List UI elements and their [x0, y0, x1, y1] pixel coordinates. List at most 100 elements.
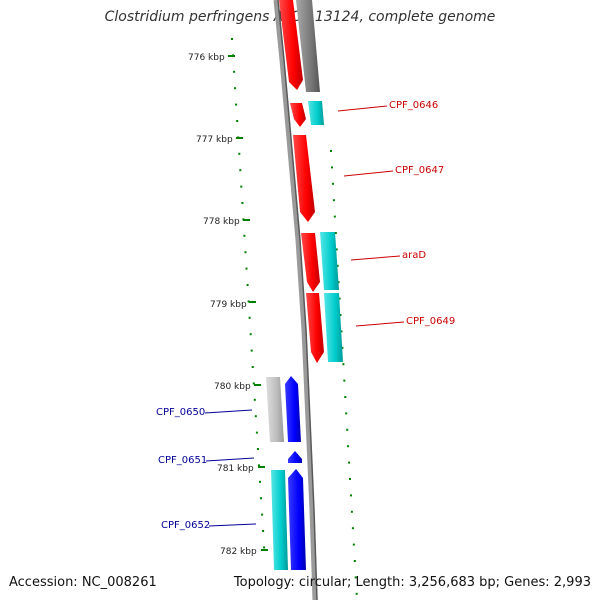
minor-tick-dot	[334, 232, 337, 234]
minor-tick-dot	[353, 560, 356, 562]
minor-tick-dot	[262, 530, 265, 532]
minor-tick-dot	[341, 346, 344, 349]
label-cpf-0652[interactable]: CPF_0652	[161, 520, 210, 531]
minor-tick-dot	[330, 150, 332, 152]
label-cpf-0650[interactable]: CPF_0650	[156, 407, 205, 418]
label-arad[interactable]: araD	[402, 250, 426, 261]
leader-cpf-0647	[343, 170, 394, 177]
minor-tick-dot	[244, 251, 247, 254]
tick-label-782: 782 kbp	[220, 547, 257, 557]
tick-dots-right	[330, 150, 358, 595]
minor-tick-dot	[231, 38, 233, 40]
minor-tick-dot	[259, 480, 261, 483]
forward-strand-track	[279, 0, 343, 363]
tick-label-778: 778 kbp	[203, 217, 240, 227]
minor-tick-dot	[343, 379, 346, 382]
minor-tick-dot	[338, 297, 341, 300]
gene-cpf-0649-cyan[interactable]	[324, 293, 343, 362]
gene-cpf-0650-blue[interactable]	[285, 376, 301, 442]
gene-cpf-0652-cyan[interactable]	[271, 470, 288, 570]
minor-tick-dot	[247, 300, 250, 303]
minor-tick-dot	[352, 543, 355, 546]
leader-cpf-0652	[208, 523, 257, 527]
forward-gene-top-red[interactable]	[279, 0, 303, 90]
minor-tick-dot	[246, 284, 249, 286]
minor-tick-dot	[255, 431, 258, 434]
minor-tick-dot	[234, 87, 237, 90]
minor-tick-dot	[238, 152, 241, 155]
minor-tick-dot	[263, 546, 266, 549]
gene-cpf-0650-grey[interactable]	[266, 377, 284, 442]
backbone-inner	[277, 0, 318, 600]
minor-tick-dot	[241, 202, 244, 204]
scale-labels: 776 kbp 777 kbp 778 kbp 779 kbp 780 kbp …	[188, 53, 268, 557]
minor-tick-dot	[252, 382, 255, 385]
tick-label-779: 779 kbp	[210, 300, 247, 310]
gene-cpf-0646-red[interactable]	[290, 103, 306, 127]
tick-label-777: 777 kbp	[196, 135, 233, 145]
minor-tick-dot	[355, 592, 358, 595]
minor-tick-dot	[350, 494, 352, 497]
minor-tick-dot	[332, 199, 335, 202]
minor-tick-dot	[348, 461, 351, 464]
minor-tick-dot	[253, 398, 256, 401]
minor-tick-dot	[346, 428, 349, 431]
minor-tick-dot	[243, 234, 246, 237]
minor-tick-dot	[337, 281, 340, 284]
gene-cpf-0646-cyan[interactable]	[308, 101, 324, 125]
backbone-outer	[273, 0, 318, 600]
minor-tick-dot	[248, 316, 251, 319]
gene-arad-red[interactable]	[301, 233, 320, 292]
tick-dots-left	[231, 38, 266, 549]
minor-tick-dot	[233, 70, 236, 73]
minor-tick-dot	[258, 464, 260, 467]
gene-arad-cyan[interactable]	[320, 232, 339, 290]
leader-cpf-0651	[205, 457, 255, 462]
minor-tick-dot	[331, 166, 333, 169]
minor-tick-dot	[260, 497, 262, 500]
minor-tick-dot	[333, 215, 336, 218]
minor-tick-dot	[344, 396, 347, 398]
tick-label-781: 781 kbp	[217, 464, 254, 474]
minor-tick-dot	[351, 527, 354, 530]
label-cpf-0649[interactable]: CPF_0649	[406, 316, 455, 327]
minor-tick-dot	[349, 478, 351, 480]
tick-label-776: 776 kbp	[188, 53, 225, 63]
label-cpf-0647[interactable]: CPF_0647	[395, 165, 444, 176]
gene-cpf-0649-red[interactable]	[306, 293, 324, 363]
minor-tick-dot	[235, 103, 238, 106]
gene-cpf-0652-blue[interactable]	[288, 469, 306, 570]
tick-label-780: 780 kbp	[214, 382, 251, 392]
gene-labels: CPF_0646 CPF_0647 araD CPF_0649 CPF_0650…	[156, 100, 455, 531]
minor-tick-dot	[239, 169, 242, 172]
minor-tick-dot	[345, 412, 348, 415]
label-cpf-0646[interactable]: CPF_0646	[389, 100, 438, 111]
gene-cpf-0647-red[interactable]	[293, 135, 315, 222]
reverse-strand-track	[266, 376, 306, 570]
forward-gene-top-grey[interactable]	[296, 0, 320, 92]
minor-tick-dot	[240, 185, 243, 188]
minor-tick-dot	[335, 248, 338, 251]
minor-tick-dot	[336, 264, 339, 267]
minor-tick-dot	[250, 349, 253, 352]
minor-tick-dot	[342, 363, 345, 366]
minor-tick-dot	[249, 333, 252, 336]
genome-summary-text: Topology: circular; Length: 3,256,683 bp…	[233, 575, 591, 590]
minor-tick-dot	[245, 267, 248, 270]
leader-cpf-0649	[355, 321, 405, 327]
leader-cpf-0646	[337, 105, 388, 112]
leader-arad	[350, 255, 401, 261]
minor-tick-dot	[340, 330, 343, 333]
gene-cpf-0651-blue[interactable]	[288, 451, 302, 463]
minor-tick-dot	[236, 120, 239, 122]
leader-cpf-0650	[204, 409, 253, 414]
minor-tick-dot	[254, 415, 257, 418]
minor-tick-dot	[350, 510, 353, 513]
minor-tick-dot	[331, 182, 334, 185]
minor-tick-dot	[256, 448, 259, 450]
minor-tick-dot	[347, 445, 350, 448]
minor-tick-dot	[354, 576, 357, 579]
minor-tick-dot	[251, 366, 254, 368]
label-cpf-0651[interactable]: CPF_0651	[158, 455, 207, 466]
